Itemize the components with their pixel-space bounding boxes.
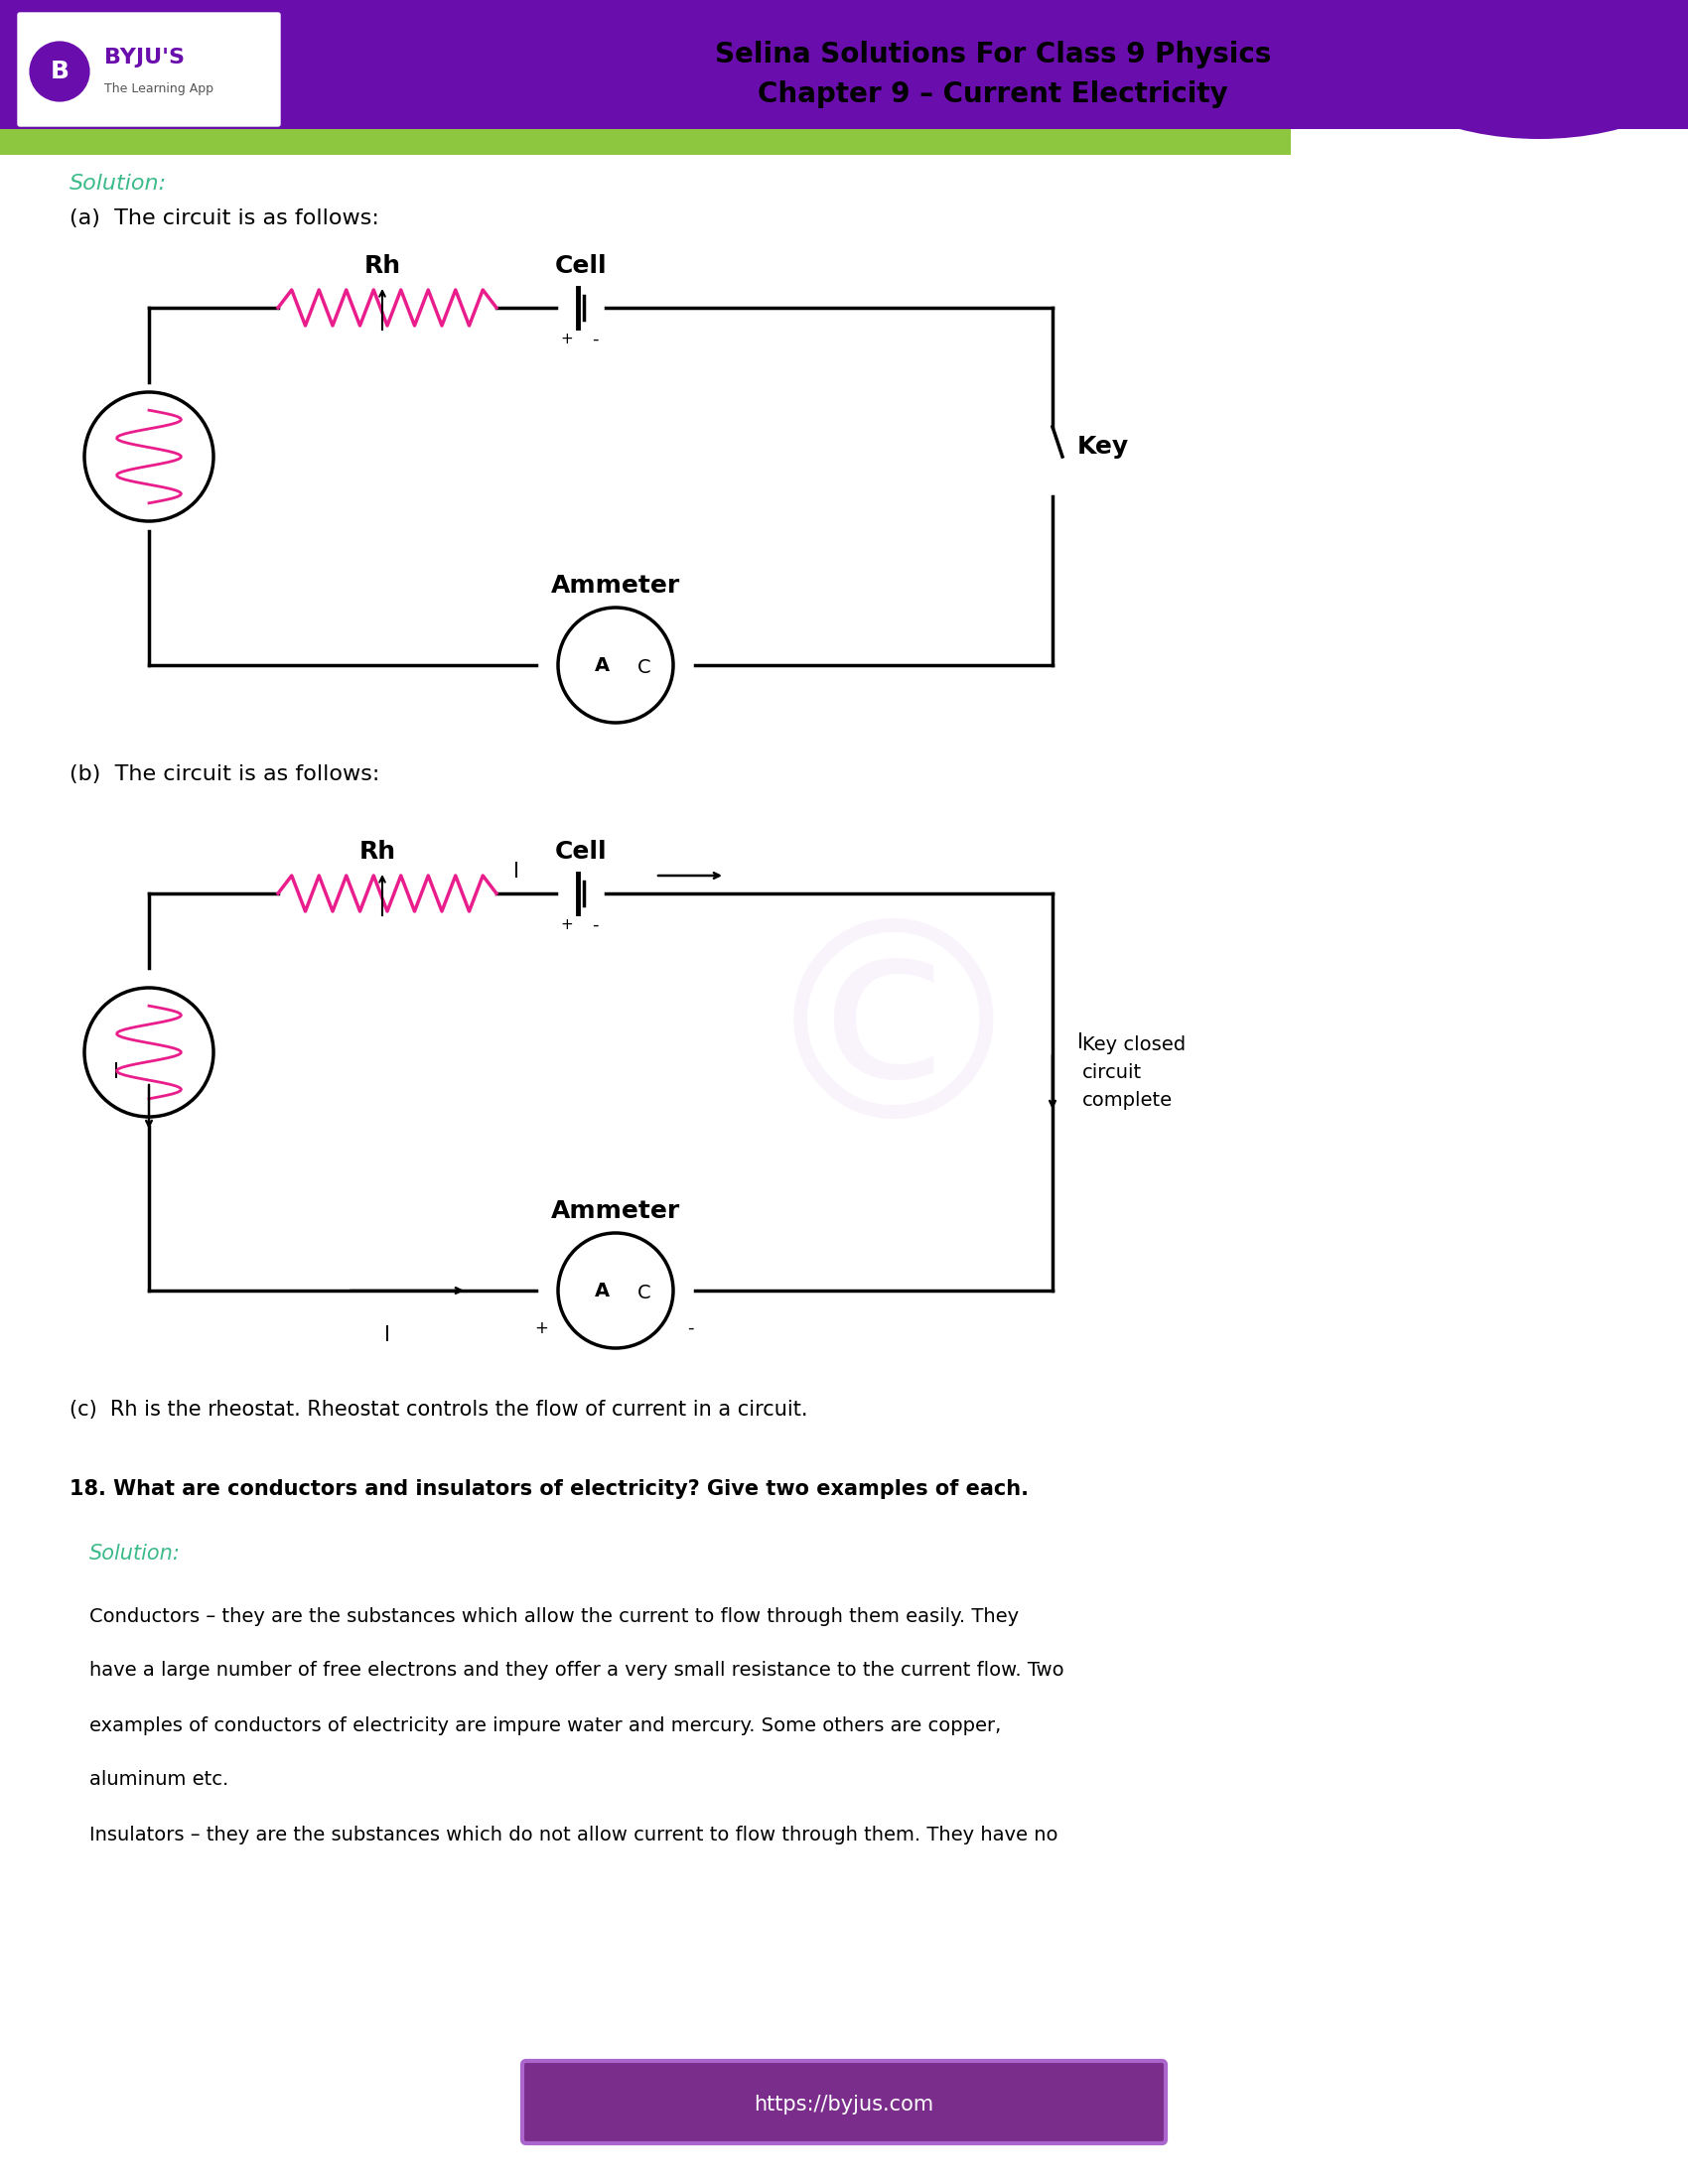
Text: -: - bbox=[591, 330, 598, 349]
Circle shape bbox=[559, 607, 674, 723]
Text: Selina Solutions For Class 9 Physics: Selina Solutions For Class 9 Physics bbox=[714, 41, 1271, 68]
Text: 18. What are conductors and insulators of electricity? Give two examples of each: 18. What are conductors and insulators o… bbox=[69, 1479, 1028, 1498]
Text: I: I bbox=[1077, 1033, 1084, 1053]
Text: (a)  The circuit is as follows:: (a) The circuit is as follows: bbox=[69, 207, 380, 229]
Text: Cell: Cell bbox=[555, 841, 608, 863]
Text: Solution:: Solution: bbox=[69, 175, 167, 194]
Text: Key: Key bbox=[1077, 435, 1129, 459]
Circle shape bbox=[27, 39, 91, 103]
Text: A: A bbox=[594, 1282, 609, 1299]
Text: Insulators – they are the substances which do not allow current to flow through : Insulators – they are the substances whi… bbox=[89, 1826, 1058, 1843]
Circle shape bbox=[84, 393, 213, 522]
Text: C: C bbox=[638, 1284, 652, 1302]
Text: I: I bbox=[113, 1061, 120, 1081]
Text: Rh: Rh bbox=[365, 253, 400, 277]
Text: -: - bbox=[591, 917, 598, 935]
Circle shape bbox=[84, 987, 213, 1116]
Text: BYJU'S: BYJU'S bbox=[105, 48, 184, 68]
Text: Cell: Cell bbox=[555, 253, 608, 277]
Text: A: A bbox=[594, 655, 609, 675]
Ellipse shape bbox=[1366, 0, 1688, 140]
Text: I: I bbox=[513, 863, 520, 882]
Text: Ammeter: Ammeter bbox=[550, 574, 680, 598]
Text: I: I bbox=[385, 1326, 390, 1345]
Text: +: + bbox=[560, 917, 574, 933]
Text: aluminum etc.: aluminum etc. bbox=[89, 1771, 228, 1789]
Text: Chapter 9 – Current Electricity: Chapter 9 – Current Electricity bbox=[758, 81, 1229, 109]
Text: Key closed
circuit
complete: Key closed circuit complete bbox=[1082, 1035, 1185, 1109]
Text: ©: © bbox=[756, 909, 1031, 1177]
Text: The Learning App: The Learning App bbox=[105, 83, 213, 96]
Text: B: B bbox=[51, 59, 69, 83]
FancyBboxPatch shape bbox=[0, 0, 1688, 129]
Text: Conductors – they are the substances which allow the current to flow through the: Conductors – they are the substances whi… bbox=[89, 1607, 1020, 1625]
FancyBboxPatch shape bbox=[0, 127, 1291, 155]
Text: +: + bbox=[535, 1319, 549, 1337]
Text: +: + bbox=[560, 332, 574, 347]
Text: https://byjus.com: https://byjus.com bbox=[755, 2094, 933, 2114]
Text: examples of conductors of electricity are impure water and mercury. Some others : examples of conductors of electricity ar… bbox=[89, 1717, 1001, 1734]
FancyBboxPatch shape bbox=[522, 2062, 1166, 2143]
FancyBboxPatch shape bbox=[19, 13, 280, 127]
Text: Rh: Rh bbox=[360, 841, 395, 863]
Text: have a large number of free electrons and they offer a very small resistance to : have a large number of free electrons an… bbox=[89, 1662, 1063, 1679]
Text: C: C bbox=[638, 657, 652, 677]
Text: (b)  The circuit is as follows:: (b) The circuit is as follows: bbox=[69, 764, 380, 784]
Text: -: - bbox=[687, 1319, 694, 1337]
Text: (c)  Rh is the rheostat. Rheostat controls the flow of current in a circuit.: (c) Rh is the rheostat. Rheostat control… bbox=[69, 1400, 809, 1420]
Circle shape bbox=[559, 1234, 674, 1348]
Text: Ammeter: Ammeter bbox=[550, 1199, 680, 1223]
Text: Solution:: Solution: bbox=[89, 1544, 181, 1564]
